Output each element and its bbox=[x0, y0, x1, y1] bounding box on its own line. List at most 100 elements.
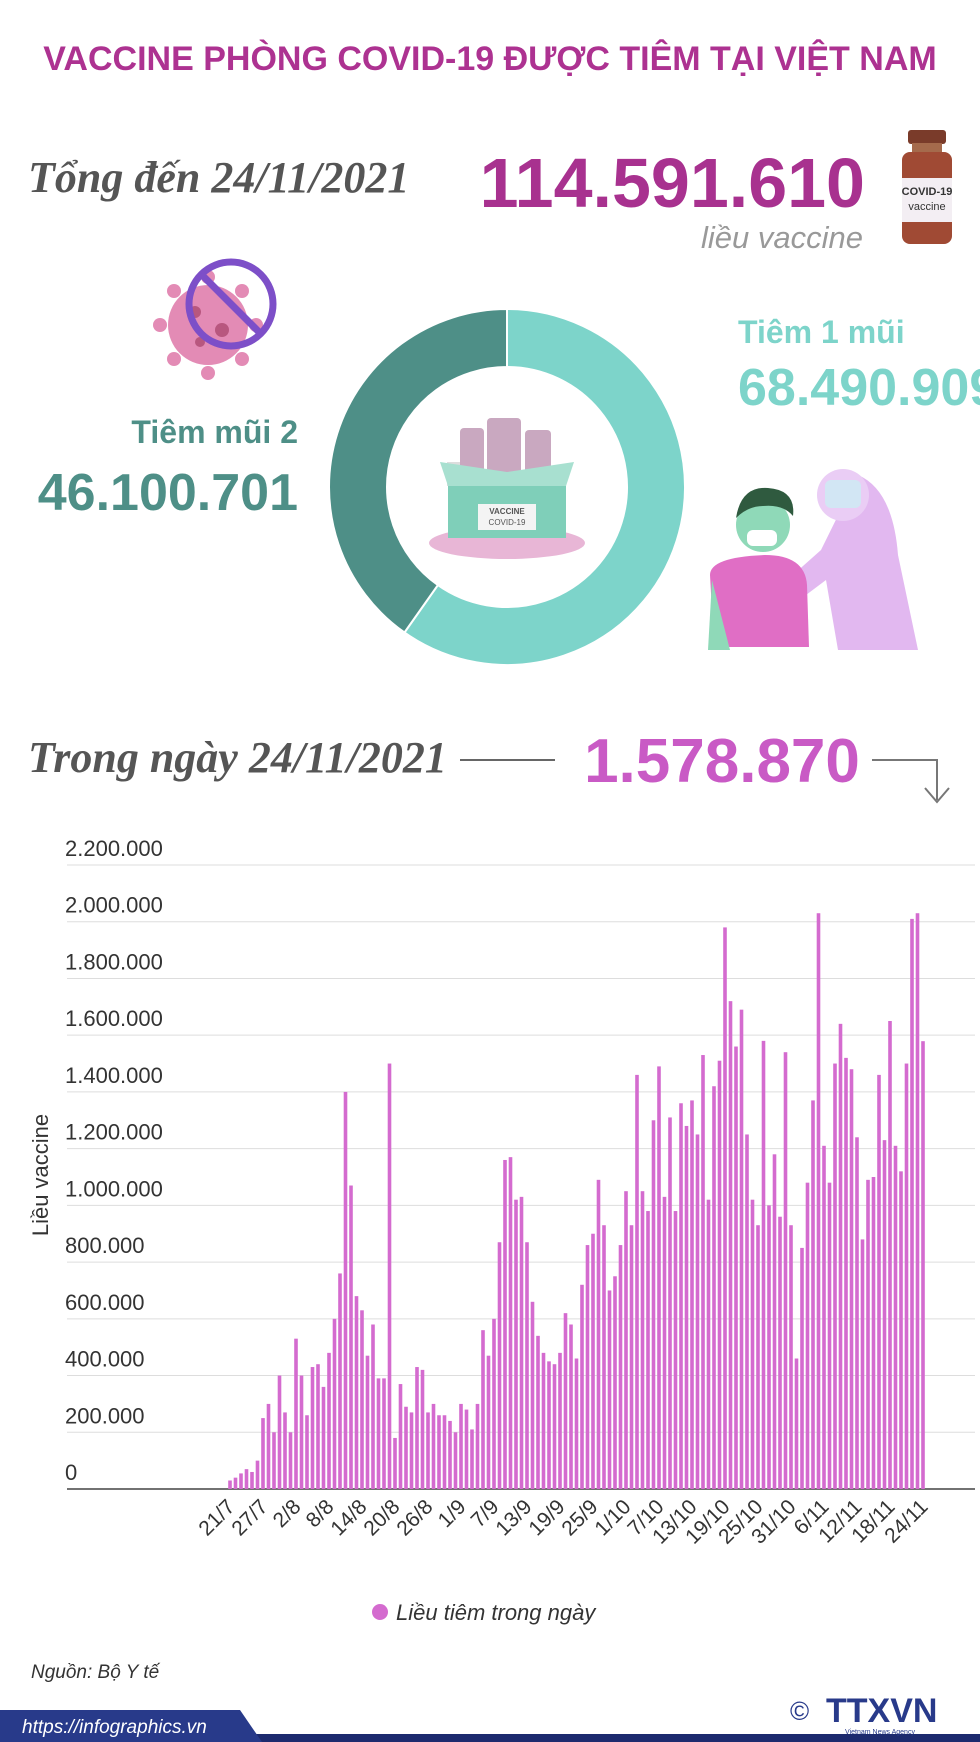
bar bbox=[778, 1216, 782, 1489]
y-tick-label: 400.000 bbox=[65, 1347, 145, 1372]
bar bbox=[794, 1358, 799, 1489]
footer-url: https://infographics.vn bbox=[22, 1717, 207, 1738]
bar bbox=[569, 1324, 573, 1489]
bar bbox=[728, 1001, 733, 1489]
bar bbox=[519, 1196, 524, 1489]
bar bbox=[838, 1023, 843, 1489]
bar bbox=[921, 1041, 925, 1489]
bar bbox=[844, 1057, 848, 1489]
y-tick-label: 1.400.000 bbox=[65, 1063, 163, 1088]
bar bbox=[673, 1211, 678, 1489]
bar bbox=[580, 1284, 584, 1489]
bar bbox=[277, 1375, 282, 1489]
source: Nguồn: Bộ Y tế bbox=[31, 1662, 161, 1683]
donut-chart: Tiêm 1 mũi 68.490.909 Tiêm mũi 2 46.100.701 bbox=[38, 307, 980, 666]
agency-logo: TTXVN bbox=[826, 1692, 937, 1730]
bar bbox=[618, 1245, 623, 1489]
copyright: © bbox=[790, 1696, 809, 1726]
bar bbox=[371, 1324, 375, 1489]
bar bbox=[849, 1069, 854, 1489]
bar bbox=[739, 1009, 744, 1489]
bar bbox=[866, 1179, 870, 1489]
bar bbox=[734, 1046, 738, 1489]
bar bbox=[266, 1403, 271, 1489]
bar bbox=[899, 1171, 903, 1489]
bar bbox=[602, 1225, 606, 1489]
bar bbox=[723, 927, 727, 1489]
bar bbox=[233, 1477, 238, 1489]
bar bbox=[701, 1055, 705, 1489]
bar bbox=[635, 1074, 639, 1489]
bar bbox=[558, 1352, 562, 1489]
vaccine-box-icon: VACCINE COVID-19 bbox=[429, 418, 585, 559]
bar bbox=[283, 1412, 287, 1489]
bar bbox=[415, 1367, 419, 1489]
bar bbox=[552, 1364, 557, 1489]
bar bbox=[255, 1460, 260, 1489]
bar bbox=[816, 913, 821, 1489]
page-title: VACCINE PHÒNG COVID-19 ĐƯỢC TIÊM TẠI VIỆ… bbox=[43, 40, 936, 78]
bar bbox=[651, 1120, 656, 1489]
bar bbox=[745, 1134, 749, 1489]
bar bbox=[398, 1384, 403, 1489]
daily-label: Trong ngày 24/11/2021 bbox=[28, 733, 447, 782]
bar bbox=[349, 1185, 353, 1489]
bar bbox=[310, 1367, 315, 1489]
bar bbox=[453, 1432, 458, 1489]
bar bbox=[547, 1361, 551, 1489]
bar bbox=[684, 1125, 689, 1489]
bar bbox=[750, 1199, 755, 1489]
bar bbox=[640, 1191, 645, 1489]
bar bbox=[420, 1369, 425, 1489]
y-axis-title: Liều vaccine bbox=[28, 1114, 53, 1236]
bar bbox=[767, 1205, 771, 1489]
bar bbox=[591, 1233, 595, 1489]
bar bbox=[756, 1225, 760, 1489]
bar bbox=[514, 1199, 518, 1489]
bar bbox=[365, 1355, 370, 1489]
bar bbox=[783, 1052, 788, 1489]
bar bbox=[624, 1191, 628, 1489]
bar bbox=[261, 1418, 265, 1489]
segment-label: Tiêm mũi 2 bbox=[131, 414, 298, 450]
bar bbox=[662, 1196, 667, 1489]
bar bbox=[426, 1412, 430, 1489]
bar bbox=[871, 1177, 876, 1489]
bar bbox=[250, 1471, 254, 1489]
bar bbox=[376, 1378, 381, 1489]
bar bbox=[475, 1403, 480, 1489]
bar bbox=[717, 1060, 722, 1489]
bar bbox=[536, 1335, 540, 1489]
bar bbox=[772, 1154, 777, 1489]
bar bbox=[800, 1247, 804, 1489]
box-label: VACCINE bbox=[489, 507, 525, 516]
box-sublabel: COVID-19 bbox=[489, 518, 526, 527]
bar bbox=[393, 1437, 397, 1489]
bar bbox=[525, 1242, 529, 1489]
bar bbox=[294, 1338, 298, 1489]
bar bbox=[470, 1429, 474, 1489]
bar bbox=[541, 1352, 546, 1489]
y-tick-label: 0 bbox=[65, 1460, 77, 1485]
bar bbox=[822, 1145, 826, 1489]
bar bbox=[695, 1134, 700, 1489]
daily-value: 1.578.870 bbox=[584, 727, 860, 796]
bar bbox=[882, 1140, 887, 1489]
bar bbox=[448, 1420, 452, 1489]
bar bbox=[508, 1157, 513, 1489]
y-tick-label: 2.000.000 bbox=[65, 893, 163, 918]
total-value: 114.591.610 bbox=[480, 144, 865, 222]
bar bbox=[492, 1318, 496, 1489]
bar bbox=[761, 1040, 766, 1489]
y-tick-label: 1.000.000 bbox=[65, 1176, 163, 1201]
bar bbox=[607, 1290, 612, 1489]
y-tick-label: 800.000 bbox=[65, 1233, 145, 1258]
bar bbox=[272, 1432, 276, 1489]
bar bbox=[712, 1086, 716, 1489]
bar bbox=[343, 1091, 348, 1489]
segment-label: Tiêm 1 mũi bbox=[738, 314, 905, 350]
bar bbox=[585, 1245, 590, 1489]
x-tick-label: 26/8 bbox=[392, 1495, 437, 1540]
vial-sublabel: vaccine bbox=[908, 201, 945, 213]
